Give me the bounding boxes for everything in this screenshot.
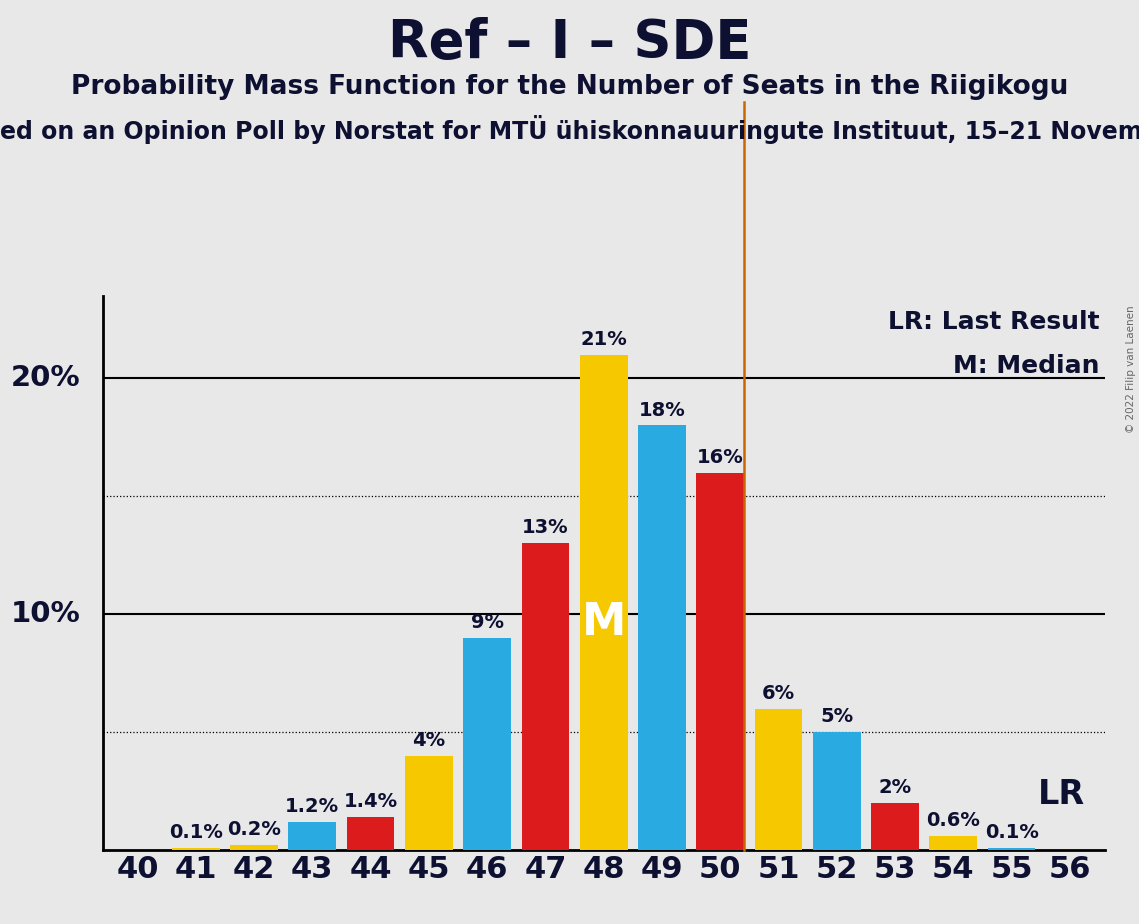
Bar bbox=[929, 836, 977, 850]
Bar bbox=[755, 709, 802, 850]
Text: 5%: 5% bbox=[820, 707, 853, 726]
Text: 16%: 16% bbox=[697, 448, 744, 467]
Text: 13%: 13% bbox=[522, 518, 568, 538]
Text: LR: LR bbox=[1038, 778, 1084, 811]
Bar bbox=[871, 803, 919, 850]
Text: 6%: 6% bbox=[762, 684, 795, 702]
Text: Probability Mass Function for the Number of Seats in the Riigikogu: Probability Mass Function for the Number… bbox=[71, 74, 1068, 100]
Text: M: Median: M: Median bbox=[953, 354, 1100, 378]
Bar bbox=[522, 543, 570, 850]
Text: 10%: 10% bbox=[10, 601, 81, 628]
Text: Ref – I – SDE: Ref – I – SDE bbox=[387, 17, 752, 68]
Text: 0.2%: 0.2% bbox=[227, 821, 281, 840]
Bar bbox=[346, 817, 394, 850]
Text: 2%: 2% bbox=[878, 778, 911, 797]
Text: 1.2%: 1.2% bbox=[285, 796, 339, 816]
Text: ed on an Opinion Poll by Norstat for MTÜ ühiskonnauuringute Instituut, 15–21 Nov: ed on an Opinion Poll by Norstat for MTÜ… bbox=[0, 116, 1139, 144]
Text: 0.6%: 0.6% bbox=[926, 811, 981, 830]
Text: 1.4%: 1.4% bbox=[344, 792, 398, 811]
Bar bbox=[405, 756, 452, 850]
Bar bbox=[988, 847, 1035, 850]
Text: 9%: 9% bbox=[470, 613, 503, 632]
Bar bbox=[464, 638, 511, 850]
Bar bbox=[696, 472, 744, 850]
Text: 21%: 21% bbox=[580, 330, 628, 348]
Text: LR: Last Result: LR: Last Result bbox=[888, 310, 1100, 334]
Text: 0.1%: 0.1% bbox=[984, 823, 1039, 842]
Text: 4%: 4% bbox=[412, 731, 445, 749]
Bar bbox=[172, 847, 220, 850]
Text: M: M bbox=[582, 601, 625, 644]
Bar bbox=[638, 425, 686, 850]
Text: © 2022 Filip van Laenen: © 2022 Filip van Laenen bbox=[1125, 306, 1136, 433]
Bar bbox=[230, 845, 278, 850]
Text: 18%: 18% bbox=[639, 400, 686, 419]
Bar bbox=[288, 821, 336, 850]
Bar bbox=[813, 732, 861, 850]
Text: 20%: 20% bbox=[11, 364, 81, 393]
Bar bbox=[580, 355, 628, 850]
Text: 0.1%: 0.1% bbox=[169, 823, 223, 842]
